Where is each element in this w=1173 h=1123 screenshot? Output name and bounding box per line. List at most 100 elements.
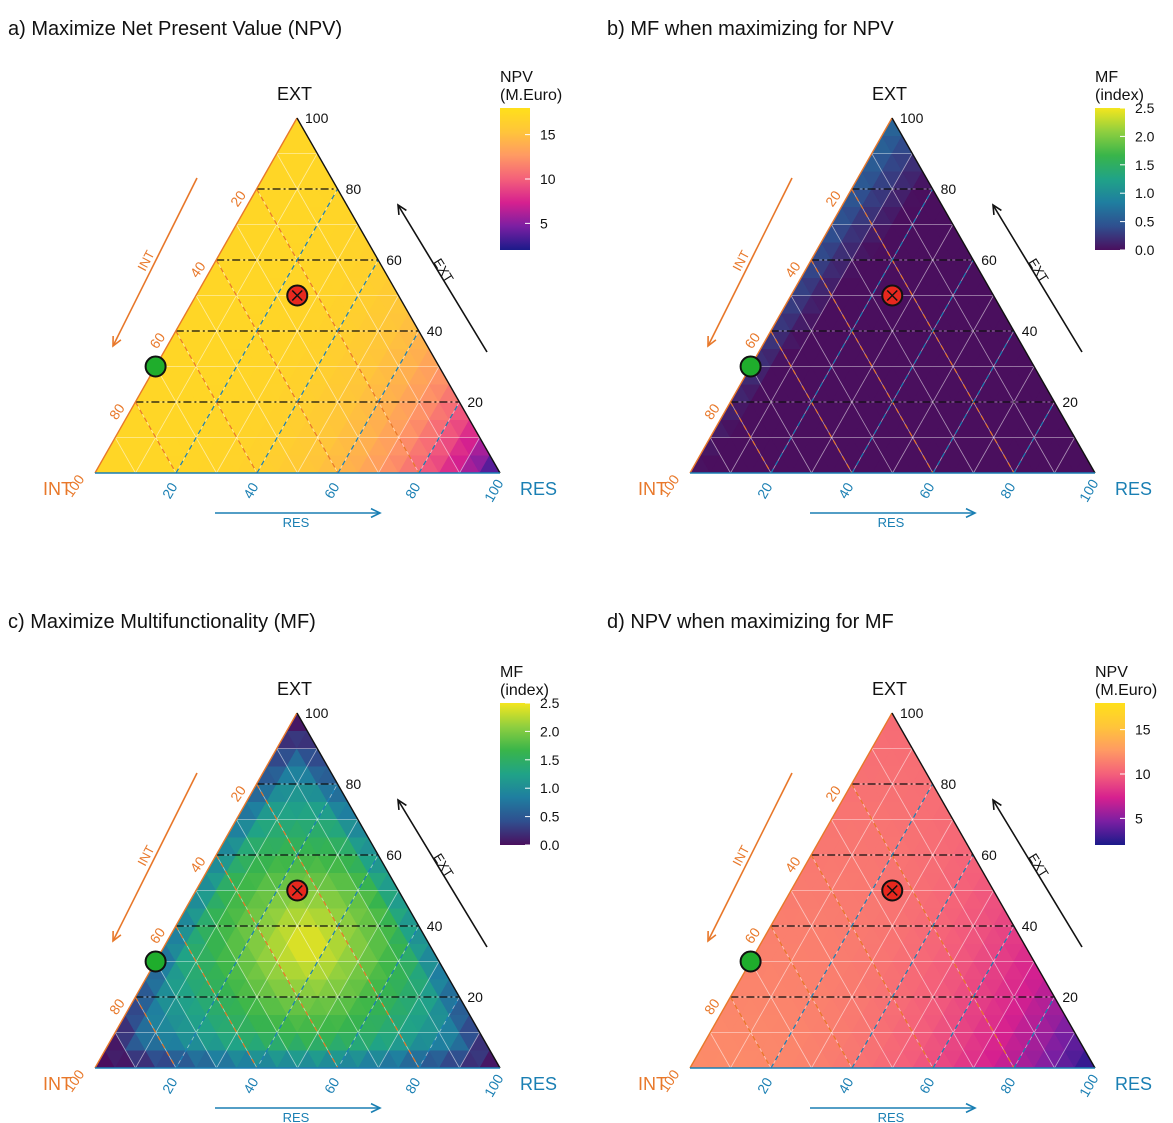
- grid-line: [709, 1032, 731, 1069]
- ext-edge: [891, 117, 1096, 474]
- legend-tick-label: 15: [1135, 722, 1151, 738]
- ext-direction-arrow-head: [397, 203, 407, 216]
- res-tick-label: 80: [997, 1075, 1019, 1097]
- panel-d-title: d) NPV when maximizing for MF: [607, 611, 894, 633]
- ext-tick-label: 40: [427, 918, 443, 934]
- int-tick-label: 60: [146, 329, 168, 351]
- legend-tick-label: 2.0: [1135, 128, 1155, 144]
- legend-tick-label: 0.5: [540, 809, 560, 825]
- grid-line: [135, 153, 318, 474]
- ext-tick-label: 100: [305, 705, 329, 721]
- ext-edge: [296, 117, 501, 474]
- ext-tick-label: 20: [1062, 989, 1078, 1005]
- res-tick-label: 20: [754, 1075, 776, 1097]
- vertex-labels: EXT INT RES: [638, 84, 1152, 499]
- int-ref-line: [134, 401, 177, 474]
- legend-tick-label: 1.0: [540, 780, 560, 796]
- marker-cross: [886, 289, 898, 302]
- grid-line: [892, 890, 994, 1069]
- grid-line: [236, 819, 379, 1069]
- legend-tick-label: 1.5: [540, 752, 560, 768]
- marker-point-green: [739, 355, 762, 378]
- colorbar: [500, 703, 530, 845]
- res-tick-label: 60: [321, 480, 343, 502]
- vertex-label-ext: EXT: [872, 679, 907, 699]
- int-tick-label: 80: [701, 995, 723, 1017]
- res-tick-label: 20: [159, 480, 181, 502]
- grid-line: [831, 224, 974, 474]
- panel-b: b) MF when maximizing for NPV 20 20 20 40 40…: [607, 18, 1155, 530]
- panel-c: c) Maximize Multifunctionality (MF) 20 20…: [8, 611, 560, 1123]
- legend-tick-label: 15: [540, 127, 556, 143]
- grid-line: [459, 437, 481, 474]
- panel-d: d) NPV when maximizing for MF 20 20 20 40 40…: [607, 611, 1157, 1123]
- marker-points: [739, 284, 904, 378]
- direction-arrows: [707, 772, 1083, 1114]
- triangle-border: [689, 117, 1096, 474]
- int-ref-line: [729, 401, 772, 474]
- int-tick-label: 40: [187, 258, 209, 280]
- int-arrow-label: INT: [134, 843, 157, 869]
- grid-line: [1054, 1032, 1076, 1069]
- vertex-label-int: INT: [43, 479, 72, 499]
- triangle-border: [689, 712, 1096, 1069]
- legend-subtitle: (M.Euro): [500, 87, 562, 104]
- legend-subtitle: (index): [500, 682, 549, 699]
- grid-line: [236, 224, 379, 474]
- int-tick-label: 80: [106, 995, 128, 1017]
- grid-line: [750, 961, 812, 1069]
- int-direction-arrow: [112, 177, 198, 347]
- legend-tick-label: 10: [1135, 766, 1151, 782]
- panel-c-title: c) Maximize Multifunctionality (MF): [8, 611, 316, 633]
- vertex-label-ext: EXT: [872, 84, 907, 104]
- ext-direction-arrow: [992, 799, 1083, 948]
- grid-line: [276, 748, 460, 1069]
- vertex-label-int: INT: [638, 479, 667, 499]
- marker-points: [739, 879, 904, 973]
- res-ref-line: [337, 925, 420, 1069]
- ext-tick-label: 40: [1022, 323, 1038, 339]
- grid-line: [831, 819, 974, 1069]
- res-ref-line: [770, 188, 934, 474]
- res-arrow-label: RES: [283, 1110, 310, 1123]
- int-tick-label: 20: [227, 782, 249, 804]
- int-ref-line: [215, 259, 339, 474]
- int-direction-arrow: [707, 177, 793, 347]
- reference-lines: [134, 783, 460, 1069]
- int-ref-line: [810, 854, 934, 1069]
- grid-line: [871, 153, 1055, 474]
- grid-line: [114, 437, 136, 474]
- grid-line: [114, 1032, 136, 1069]
- grid-line: [459, 1032, 481, 1069]
- legend-subtitle: (M.Euro): [1095, 682, 1157, 699]
- res-tick-label: 60: [321, 1075, 343, 1097]
- vertex-label-res: RES: [520, 479, 557, 499]
- res-ref-line: [175, 188, 339, 474]
- colorbar-legend: MF(index)2.5 2.0 1.5 1.0 0.5 0.0: [500, 664, 560, 853]
- marker-points: [144, 284, 309, 378]
- res-direction-arrow-head: [965, 1102, 977, 1114]
- ext-tick-label: 20: [1062, 394, 1078, 410]
- vertex-label-ext: EXT: [277, 679, 312, 699]
- grid-line: [276, 153, 460, 474]
- res-direction-arrow-head: [370, 507, 382, 519]
- triangle-border: [94, 117, 501, 474]
- grid-line: [750, 366, 812, 474]
- res-tick-label: 80: [402, 480, 424, 502]
- grid-line: [216, 224, 359, 474]
- reference-lines: [134, 188, 460, 474]
- res-tick-label: 100: [481, 1071, 507, 1099]
- ext-tick-label: 80: [346, 776, 362, 792]
- grid-line: [195, 295, 298, 474]
- ext-arrow-label: EXT: [430, 256, 456, 285]
- heatmap-cells: [690, 118, 1095, 473]
- vertex-labels: EXT INT RES: [638, 679, 1152, 1094]
- marker-points: [144, 879, 309, 973]
- res-ref-line: [256, 259, 379, 474]
- ext-tick-label: 20: [467, 989, 483, 1005]
- ext-direction-arrow-head: [397, 798, 407, 811]
- legend-tick-label: 0.0: [540, 837, 560, 853]
- legend-tick-label: 0.5: [1135, 214, 1155, 230]
- int-tick-label: 80: [701, 400, 723, 422]
